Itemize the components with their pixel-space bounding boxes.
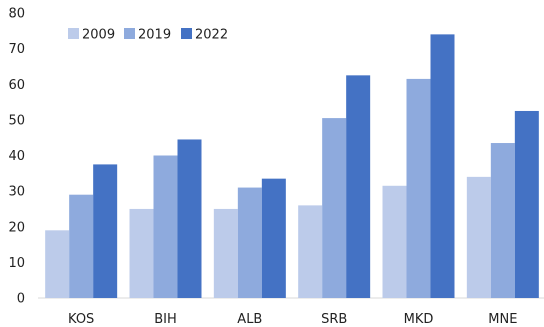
bar-srb-2019 — [322, 118, 347, 298]
bar-mkd-2009 — [382, 185, 407, 298]
y-tick-label: 50 — [8, 113, 25, 128]
bar-srb-2022 — [346, 75, 371, 298]
x-tick-label-bih: BIH — [154, 312, 177, 327]
bar-bih-2019 — [153, 155, 178, 298]
bars — [45, 34, 539, 298]
bar-kos-2022 — [93, 164, 118, 298]
legend: 2009 2019 2022 — [68, 28, 228, 43]
x-tick-label-mkd: MKD — [404, 312, 434, 327]
bar-kos-2009 — [45, 230, 70, 298]
bar-mkd-2019 — [406, 78, 431, 298]
legend-label-2022: 2022 — [195, 28, 228, 43]
x-tick-label-kos: KOS — [68, 312, 94, 327]
bar-bih-2022 — [177, 139, 202, 298]
bar-srb-2009 — [298, 205, 323, 298]
bar-mne-2019 — [490, 143, 515, 298]
bar-alb-2022 — [261, 178, 286, 298]
bar-kos-2019 — [69, 194, 94, 298]
y-axis-ticks: 0 10 20 30 40 50 60 70 80 — [8, 7, 25, 307]
legend-label-2019: 2019 — [138, 28, 171, 43]
y-tick-label: 0 — [17, 292, 25, 307]
legend-swatch-2022 — [181, 28, 192, 39]
legend-swatch-2009 — [68, 28, 79, 39]
bar-mne-2009 — [466, 176, 491, 298]
y-tick-label: 30 — [8, 185, 25, 200]
bar-alb-2019 — [237, 187, 262, 298]
y-tick-label: 20 — [8, 220, 25, 235]
y-tick-label: 80 — [8, 7, 25, 22]
bar-mkd-2022 — [430, 34, 455, 298]
bar-alb-2009 — [213, 208, 238, 298]
y-tick-label: 10 — [8, 256, 25, 271]
x-axis-ticks: KOS BIH ALB SRB MKD MNE — [68, 312, 517, 327]
y-tick-label: 60 — [8, 78, 25, 93]
x-tick-label-mne: MNE — [488, 312, 517, 327]
bar-mne-2022 — [514, 110, 539, 298]
legend-label-2009: 2009 — [82, 28, 115, 43]
y-tick-label: 70 — [8, 42, 25, 57]
bar-bih-2009 — [129, 208, 154, 298]
x-tick-label-srb: SRB — [321, 312, 347, 327]
legend-swatch-2019 — [124, 28, 135, 39]
y-tick-label: 40 — [8, 149, 25, 164]
x-tick-label-alb: ALB — [237, 312, 262, 327]
